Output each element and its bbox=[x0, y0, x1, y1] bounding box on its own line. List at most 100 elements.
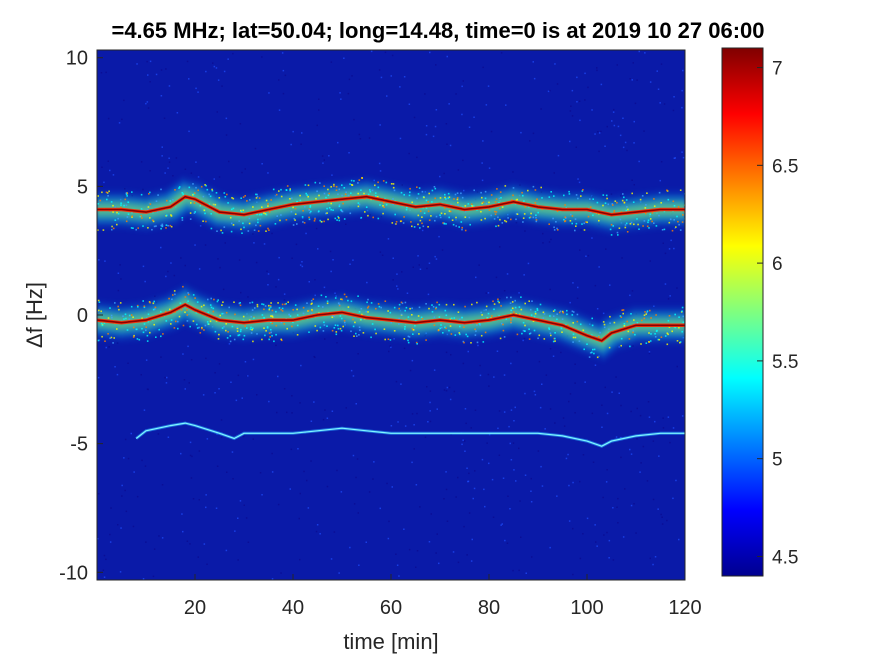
noise-speck bbox=[622, 117, 624, 119]
noise-speck bbox=[446, 143, 448, 145]
noise-speck bbox=[112, 174, 115, 176]
noise-speck bbox=[473, 487, 476, 490]
noise-speck bbox=[579, 119, 581, 122]
band-speck bbox=[194, 297, 196, 299]
band-speck bbox=[443, 223, 446, 225]
band-speck bbox=[414, 324, 416, 327]
band-speck bbox=[630, 313, 632, 315]
noise-speck bbox=[492, 516, 495, 518]
band-speck bbox=[331, 329, 334, 332]
noise-speck bbox=[378, 162, 381, 165]
noise-speck bbox=[214, 392, 216, 394]
band-speck bbox=[511, 307, 514, 310]
band-speck bbox=[535, 219, 538, 221]
band-speck bbox=[510, 321, 512, 324]
noise-speck bbox=[188, 382, 190, 384]
band-speck bbox=[160, 310, 162, 313]
noise-speck bbox=[117, 272, 120, 274]
band-speck bbox=[364, 211, 366, 213]
band-speck bbox=[618, 227, 621, 229]
band-speck bbox=[255, 224, 257, 227]
band-speck bbox=[132, 336, 135, 338]
band-speck bbox=[120, 202, 122, 204]
band-speck bbox=[550, 334, 552, 337]
noise-speck bbox=[464, 450, 466, 452]
noise-speck bbox=[669, 441, 671, 444]
band-speck bbox=[498, 315, 500, 317]
noise-speck bbox=[397, 421, 399, 423]
band-speck bbox=[528, 338, 531, 340]
band-speck bbox=[572, 333, 575, 336]
band-speck bbox=[476, 341, 479, 344]
band-speck bbox=[461, 226, 463, 229]
noise-speck bbox=[449, 144, 452, 147]
band-speck bbox=[313, 220, 316, 222]
noise-speck bbox=[131, 195, 133, 197]
noise-speck bbox=[319, 533, 321, 535]
band-speck bbox=[186, 320, 189, 322]
band-speck bbox=[212, 310, 215, 313]
noise-speck bbox=[466, 554, 468, 556]
noise-speck bbox=[352, 259, 354, 261]
band-speck bbox=[571, 222, 573, 225]
colorbar-tick-label: 4.5 bbox=[772, 547, 798, 568]
band-speck bbox=[668, 326, 671, 328]
noise-speck bbox=[416, 550, 419, 552]
band-speck bbox=[532, 320, 535, 322]
band-speck bbox=[505, 220, 508, 223]
noise-speck bbox=[644, 52, 646, 54]
noise-speck bbox=[403, 347, 406, 350]
band-speck bbox=[232, 207, 235, 210]
band-speck bbox=[367, 305, 370, 308]
noise-speck bbox=[206, 563, 208, 565]
band-speck bbox=[350, 195, 352, 198]
noise-speck bbox=[666, 519, 668, 522]
band-speck bbox=[97, 299, 100, 302]
band-speck bbox=[636, 218, 638, 220]
noise-speck bbox=[560, 351, 562, 354]
band-speck bbox=[591, 351, 593, 354]
noise-speck bbox=[355, 403, 357, 405]
band-speck bbox=[289, 198, 291, 200]
band-speck bbox=[182, 193, 184, 195]
noise-speck bbox=[568, 484, 570, 487]
band-speck bbox=[502, 323, 504, 326]
band-speck bbox=[510, 199, 513, 201]
noise-speck bbox=[160, 69, 163, 71]
band-speck bbox=[634, 333, 636, 336]
noise-speck bbox=[461, 113, 463, 116]
band-speck bbox=[428, 307, 430, 310]
band-speck bbox=[403, 216, 405, 218]
band-speck bbox=[157, 194, 159, 196]
band-speck bbox=[309, 205, 312, 207]
band-speck bbox=[193, 202, 196, 204]
band-speck bbox=[119, 302, 122, 304]
band-speck bbox=[420, 316, 423, 319]
band-speck bbox=[384, 338, 386, 341]
noise-speck bbox=[286, 411, 288, 414]
noise-speck bbox=[125, 510, 128, 513]
band-speck bbox=[393, 189, 396, 192]
noise-speck bbox=[591, 109, 593, 111]
band-speck bbox=[677, 220, 679, 223]
noise-speck bbox=[252, 358, 255, 361]
band-speck bbox=[261, 303, 263, 305]
band-speck bbox=[240, 197, 242, 199]
noise-speck bbox=[330, 270, 332, 273]
band-speck bbox=[132, 316, 134, 318]
noise-speck bbox=[661, 516, 663, 518]
band-speck bbox=[136, 338, 139, 340]
band-speck bbox=[611, 203, 614, 205]
noise-speck bbox=[532, 132, 535, 135]
noise-speck bbox=[421, 229, 424, 232]
band-speck bbox=[285, 189, 288, 191]
band-speck bbox=[425, 199, 428, 202]
band-speck bbox=[493, 303, 496, 305]
noise-speck bbox=[646, 480, 649, 482]
noise-speck bbox=[477, 344, 479, 347]
noise-speck bbox=[533, 390, 536, 393]
noise-speck bbox=[438, 235, 440, 238]
band-speck bbox=[219, 314, 221, 317]
noise-speck bbox=[572, 282, 574, 284]
band-speck bbox=[591, 334, 593, 337]
